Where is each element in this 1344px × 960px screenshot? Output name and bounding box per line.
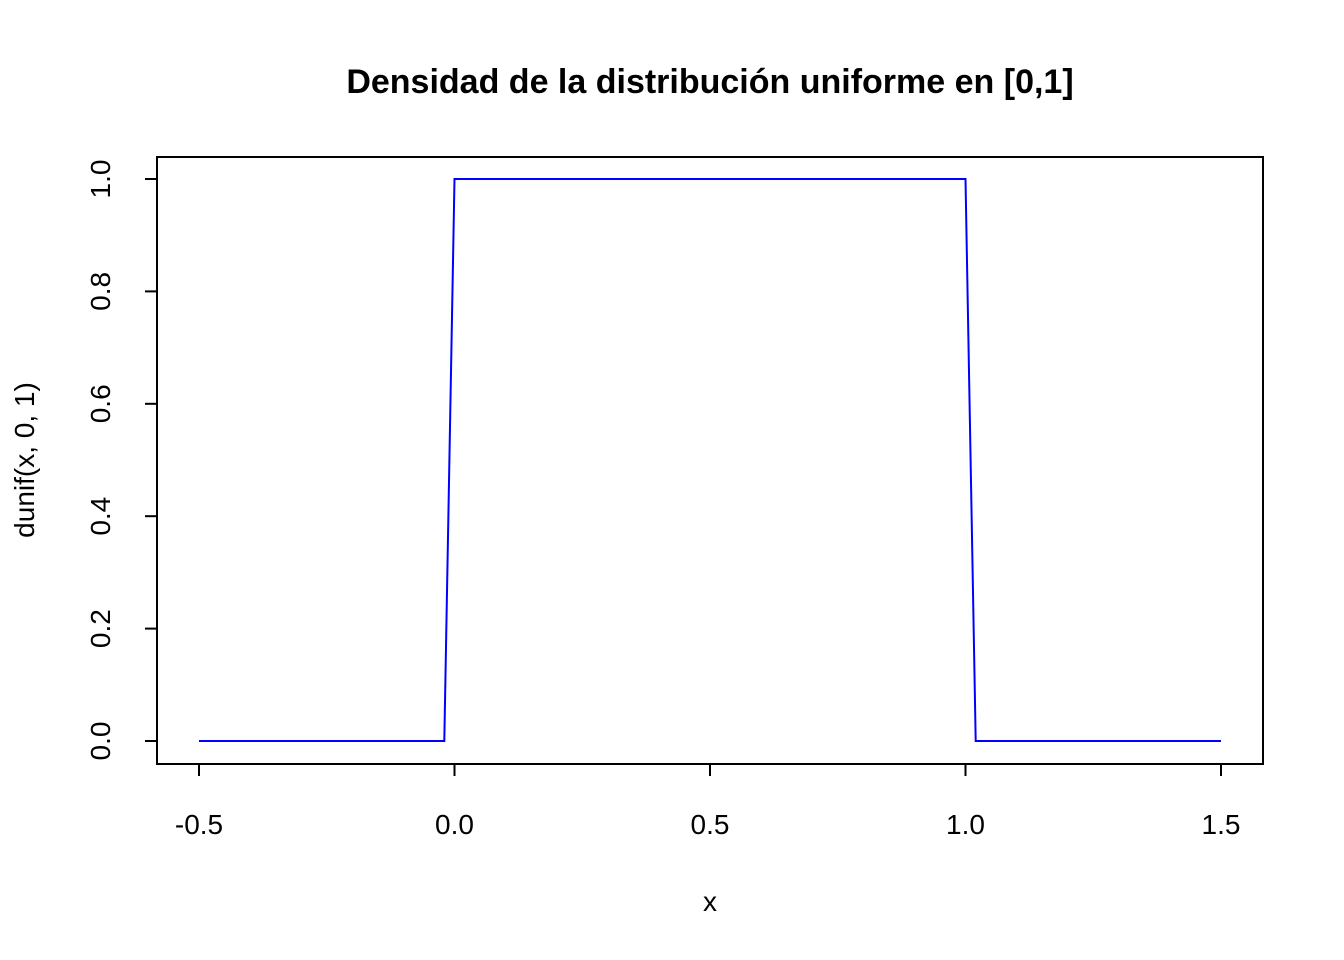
x-axis: -0.5 0.0 0.5 1.0 1.5 [175,763,1241,840]
y-axis-label: dunif(x, 0, 1) [9,382,40,538]
x-axis-label: x [703,886,717,917]
y-tick-label: 0.2 [85,609,116,648]
chart-title: Densidad de la distribución uniforme en … [346,63,1073,101]
plot-frame [156,156,1264,765]
y-tick-label: 0.0 [85,722,116,761]
y-tick-label: 1.0 [85,160,116,199]
x-tick-label: 0.5 [691,809,730,840]
x-tick-label: 1.5 [1202,809,1241,840]
x-tick-label: 0.0 [435,809,474,840]
y-tick-label: 0.8 [85,272,116,311]
x-tick-label: -0.5 [175,809,223,840]
density-line [199,178,1221,742]
x-tick-label: 1.0 [946,809,985,840]
y-tick-label: 0.6 [85,384,116,423]
y-axis: 0.0 0.2 0.4 0.6 0.8 1.0 [85,160,158,761]
y-tick-label: 0.4 [85,497,116,536]
series-layer [199,178,1221,742]
